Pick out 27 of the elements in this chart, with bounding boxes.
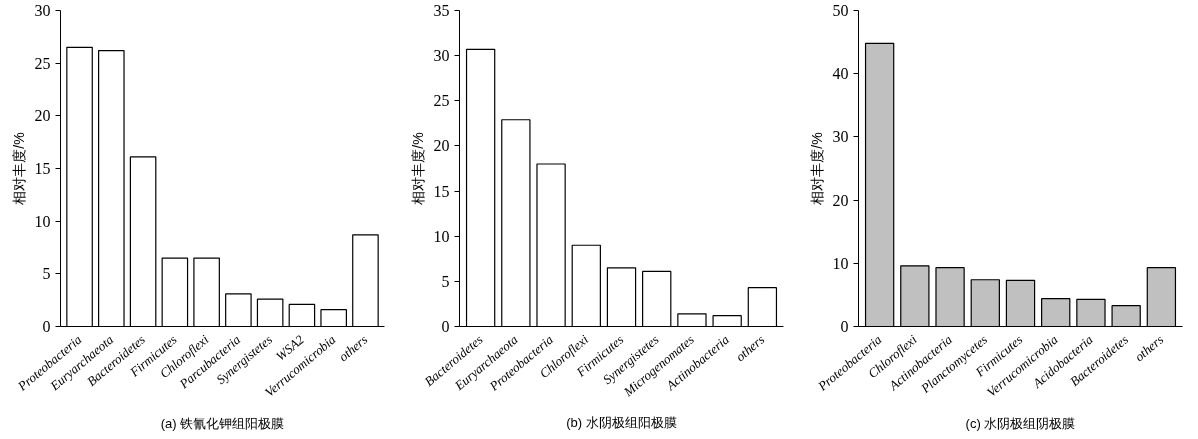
y-tick-label: 5 [42,265,51,283]
y-tick-label: 50 [832,2,849,19]
y-tick-label: 35 [433,2,450,19]
y-axis-title: 相对丰度/% [10,132,27,205]
y-tick-label: 0 [840,318,849,335]
text: (c) 水阴极组阴极膜 [965,415,1076,431]
y-tick-label: 10 [433,227,450,245]
y-tick-label: 20 [433,137,450,155]
y-axis-title: 相对丰度/% [808,132,825,205]
y-axis-title: 相对丰度/% [409,132,426,205]
y-tick-label: 0 [441,318,450,335]
y-tick-label: 40 [832,65,849,83]
y-tick-label: 10 [832,254,849,272]
y-tick-label: 20 [34,107,51,125]
y-tick-label: 20 [832,191,849,209]
text: (b) 水阴极组阳极膜 [566,414,677,430]
y-tick-label: 30 [433,47,450,65]
y-tick-label: 25 [34,54,51,72]
y-tick-label: 30 [34,2,51,19]
y-tick-label: 25 [433,92,450,110]
text: (a) 铁氰化钾组阳极膜 [160,415,285,431]
y-tick-label: 10 [34,212,51,230]
y-tick-label: 5 [441,272,450,290]
y-tick-label: 15 [433,182,450,200]
y-tick-label: 0 [42,318,51,335]
y-tick-label: 30 [832,128,849,146]
y-tick-label: 15 [34,160,51,177]
